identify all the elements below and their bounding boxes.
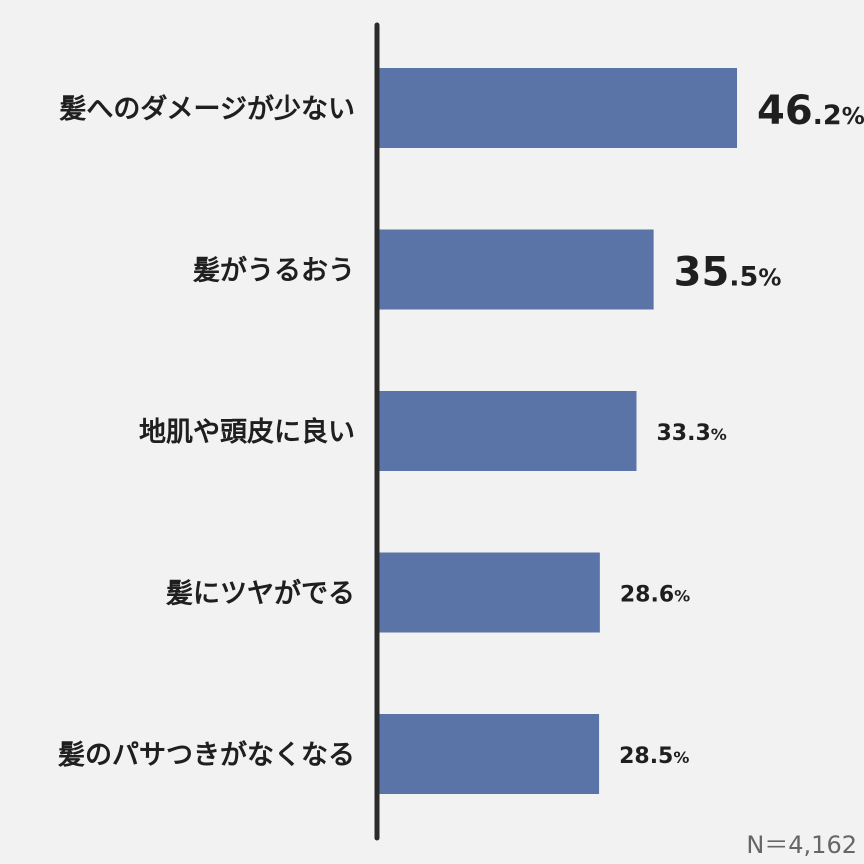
bar-0 xyxy=(377,68,737,148)
bar-1 xyxy=(377,229,654,310)
value-label-4: 28.5% xyxy=(619,744,689,769)
bar-3 xyxy=(377,552,600,633)
category-label-1: 髪がうるおう xyxy=(192,255,355,287)
value-label-3: 28.6% xyxy=(620,583,690,608)
category-labels: 髪へのダメージが少ない髪がうるおう地肌や頭皮に良い髪にツヤがでる髪のパサつきがな… xyxy=(57,93,355,771)
value-label-0: 46.2% xyxy=(757,88,864,134)
sample-size-note: N＝4,162 xyxy=(746,831,857,859)
category-label-0: 髪へのダメージが少ない xyxy=(58,93,355,125)
value-label-1: 35.5% xyxy=(674,250,782,296)
value-labels: 46.2% 35.5% 33.3% 28.6% 28.5% xyxy=(619,88,864,769)
category-label-2: 地肌や頭皮に良い xyxy=(139,416,355,448)
category-label-4: 髪のパサつきがなくなる xyxy=(57,739,355,771)
bar-4 xyxy=(377,714,600,794)
bar-2 xyxy=(377,391,637,471)
category-label-3: 髪にツヤがでる xyxy=(165,578,355,610)
value-label-2: 33.3% xyxy=(656,421,726,446)
bars-layer xyxy=(377,68,737,794)
